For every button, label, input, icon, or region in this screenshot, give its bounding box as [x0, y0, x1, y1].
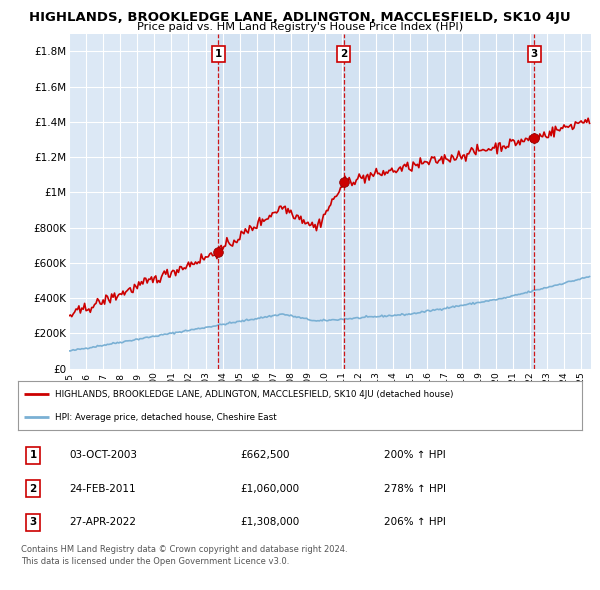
Text: 2: 2 [340, 49, 347, 59]
Text: Price paid vs. HM Land Registry's House Price Index (HPI): Price paid vs. HM Land Registry's House … [137, 22, 463, 32]
Text: 24-FEB-2011: 24-FEB-2011 [69, 484, 136, 494]
Text: 03-OCT-2003: 03-OCT-2003 [69, 450, 137, 460]
Bar [344, 34, 534, 369]
Text: £662,500: £662,500 [240, 450, 290, 460]
Text: 3: 3 [29, 517, 37, 527]
Text: £1,308,000: £1,308,000 [240, 517, 299, 527]
Text: 2: 2 [29, 484, 37, 494]
Text: 1: 1 [29, 450, 37, 460]
Text: 278% ↑ HPI: 278% ↑ HPI [384, 484, 446, 494]
Text: Contains HM Land Registry data © Crown copyright and database right 2024.
This d: Contains HM Land Registry data © Crown c… [21, 545, 347, 566]
Text: HIGHLANDS, BROOKLEDGE LANE, ADLINGTON, MACCLESFIELD, SK10 4JU (detached house): HIGHLANDS, BROOKLEDGE LANE, ADLINGTON, M… [55, 390, 453, 399]
Text: 206% ↑ HPI: 206% ↑ HPI [384, 517, 446, 527]
Text: HIGHLANDS, BROOKLEDGE LANE, ADLINGTON, MACCLESFIELD, SK10 4JU: HIGHLANDS, BROOKLEDGE LANE, ADLINGTON, M… [29, 11, 571, 24]
Text: 27-APR-2022: 27-APR-2022 [69, 517, 136, 527]
Text: 200% ↑ HPI: 200% ↑ HPI [384, 450, 446, 460]
Text: 3: 3 [530, 49, 538, 59]
Text: 1: 1 [215, 49, 222, 59]
Bar [218, 34, 344, 369]
Text: £1,060,000: £1,060,000 [240, 484, 299, 494]
Text: HPI: Average price, detached house, Cheshire East: HPI: Average price, detached house, Ches… [55, 413, 276, 422]
